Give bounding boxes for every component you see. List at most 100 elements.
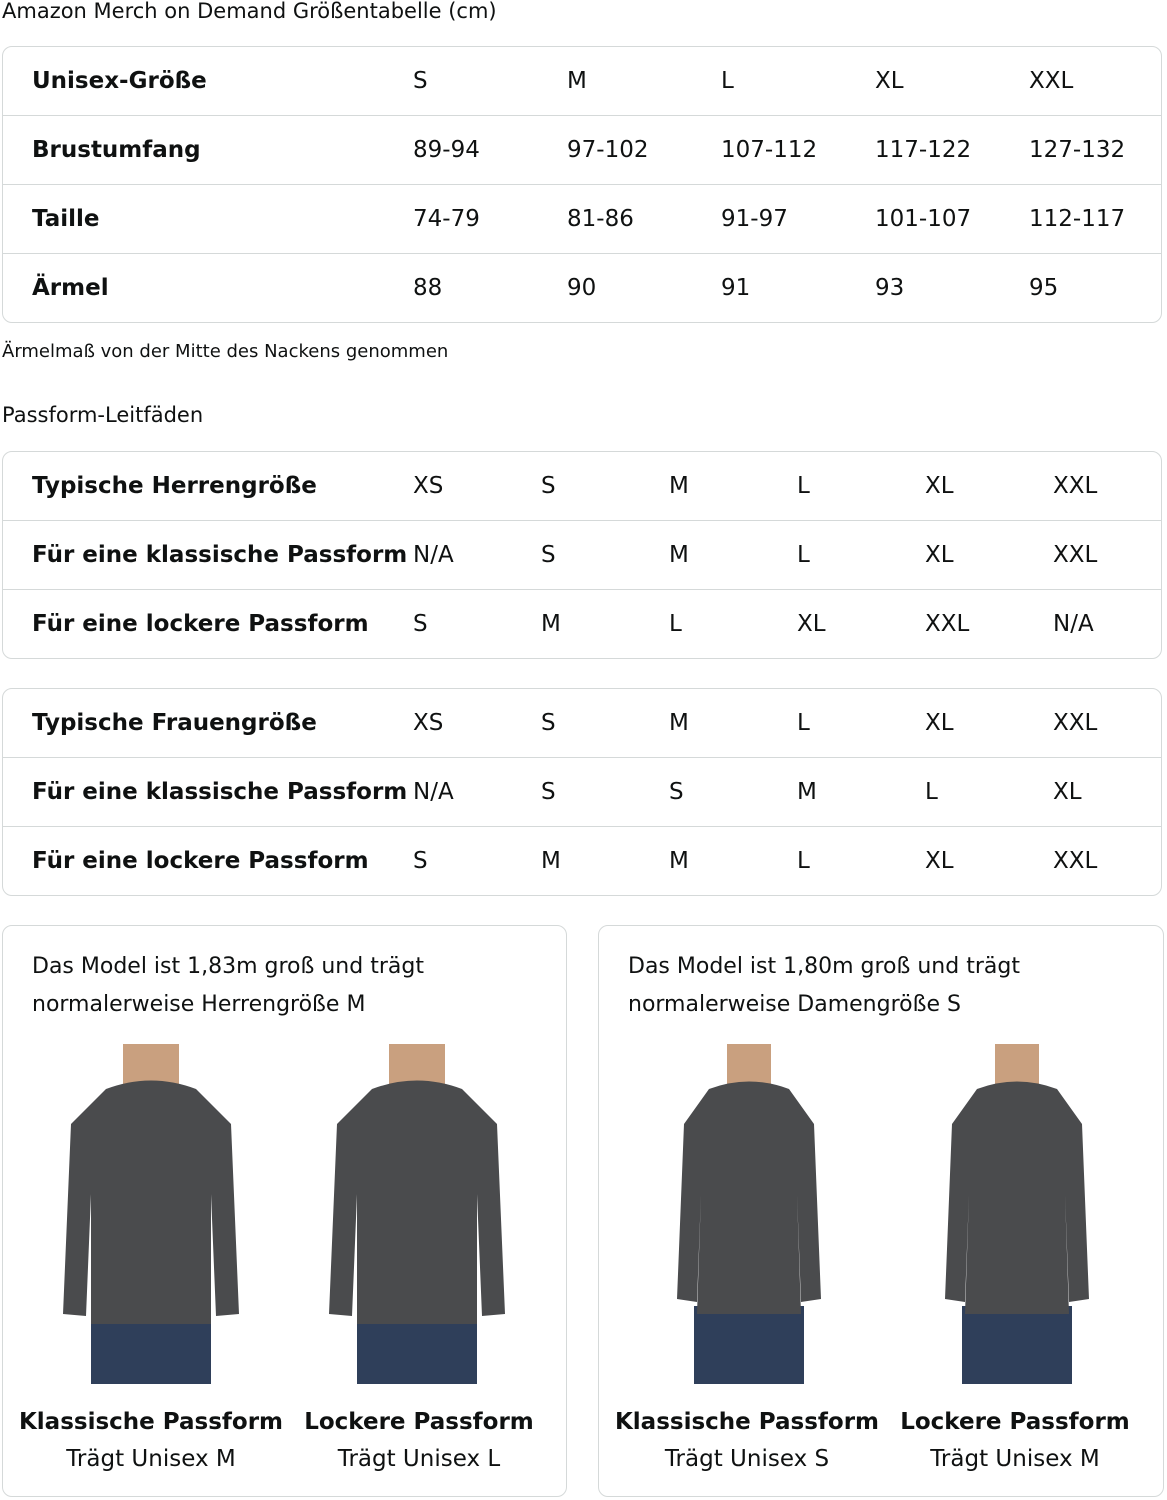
cell-value: S [541, 542, 556, 568]
cell-value: M [669, 710, 689, 736]
fit-label: Klassische Passform [18, 1409, 284, 1435]
model-description: Das Model ist 1,83m groß und trägt [32, 954, 424, 979]
page-title: Amazon Merch on Demand Größentabelle (cm… [2, 0, 497, 23]
neck [389, 1044, 445, 1086]
cell-value: XXL [925, 611, 970, 637]
cell-value: S [541, 473, 556, 499]
fit-label: Klassische Passform [614, 1409, 880, 1435]
cell-value: N/A [413, 542, 454, 568]
model-photo-women-relaxed [945, 1044, 1089, 1384]
cell-value: 90 [567, 275, 597, 301]
cell-value: XL [875, 68, 904, 94]
neck [995, 1044, 1039, 1086]
cell-value: 117-122 [875, 137, 972, 163]
jeans [91, 1314, 211, 1384]
cell-value: 91-97 [721, 206, 788, 232]
cell-value: XL [925, 473, 954, 499]
jeans [962, 1306, 1072, 1384]
table-row: Ärmel 88 90 91 93 95 [3, 253, 1161, 322]
sleeve-note: Ärmelmaß von der Mitte des Nackens genom… [2, 341, 449, 362]
cell-value: L [797, 542, 810, 568]
cell-value: 91 [721, 275, 751, 301]
cell-value: L [797, 710, 810, 736]
cell-value: S [541, 710, 556, 736]
cell-value: M [567, 68, 587, 94]
neck [727, 1044, 771, 1086]
cell-value: XL [1053, 779, 1082, 805]
cell-value: 95 [1029, 275, 1059, 301]
row-label: Taille [32, 206, 100, 232]
cell-value: XL [925, 542, 954, 568]
size-label: Trägt Unisex S [664, 1446, 830, 1472]
cell-value: 101-107 [875, 206, 972, 232]
table-row: Typische Frauengröße XS S M L XL XXL [3, 689, 1161, 757]
cell-value: M [669, 473, 689, 499]
cell-value: XXL [1053, 848, 1098, 874]
row-label: Für eine lockere Passform [32, 611, 369, 637]
cell-value: M [669, 542, 689, 568]
cell-value: XS [413, 710, 444, 736]
row-label: Ärmel [32, 275, 109, 301]
cell-value: 97-102 [567, 137, 649, 163]
jeans [694, 1306, 804, 1384]
cell-value: XXL [1053, 473, 1098, 499]
table-row: Für eine klassische Passform N/A S S M L XL [3, 757, 1161, 826]
cell-value: N/A [1053, 611, 1094, 637]
unisex-size-table: Unisex-Größe S M L XL XXL Brustumfang 89-94 97-1… [2, 46, 1162, 323]
shirt [677, 1081, 821, 1314]
cell-value: XXL [1053, 710, 1098, 736]
cell-value: 127-132 [1029, 137, 1126, 163]
size-label: Trägt Unisex M [66, 1446, 236, 1472]
row-label: Typische Frauengröße [32, 710, 317, 736]
size-label: Trägt Unisex M [930, 1446, 1100, 1472]
cell-value: XL [797, 611, 826, 637]
row-label: Brustumfang [32, 137, 201, 163]
cell-value: M [669, 848, 689, 874]
size-label: Trägt Unisex L [337, 1446, 501, 1472]
women-fit-table: Typische Frauengröße XS S M L XL XXL Für eine k… [2, 688, 1162, 896]
cell-value: L [925, 779, 938, 805]
cell-value: 112-117 [1029, 206, 1126, 232]
shirt [945, 1081, 1089, 1314]
cell-value: 89-94 [413, 137, 480, 163]
fit-guide-title: Passform-Leitfäden [2, 403, 204, 427]
cell-value: S [413, 611, 428, 637]
cell-value: L [797, 848, 810, 874]
table-row: Taille 74-79 81-86 91-97 101-107 112-117 [3, 184, 1161, 253]
cell-value: XL [925, 848, 954, 874]
row-label: Unisex-Größe [32, 68, 207, 94]
row-label: Für eine klassische Passform [32, 779, 408, 805]
model-description-2: normalerweise Herrengröße M [32, 992, 366, 1017]
table-row: Brustumfang 89-94 97-102 107-112 117-122 127-… [3, 115, 1161, 184]
row-label: Typische Herrengröße [32, 473, 317, 499]
shirt [329, 1080, 505, 1324]
cell-value: L [797, 473, 810, 499]
model-photo-men-classic [63, 1044, 239, 1384]
table-row: Für eine klassische Passform N/A S M L XL XXL [3, 520, 1161, 589]
model-description-2: normalerweise Damengröße S [628, 992, 961, 1017]
model-description: Das Model ist 1,80m groß und trägt [628, 954, 1020, 979]
table-row: Typische Herrengröße XS S M L XL XXL [3, 452, 1161, 520]
jeans [357, 1314, 477, 1384]
model-photo-women-classic [677, 1044, 821, 1384]
cell-value: N/A [413, 779, 454, 805]
cell-value: S [669, 779, 684, 805]
table-row: Für eine lockere Passform S M L XL XXL N/A [3, 589, 1161, 658]
table-row: Für eine lockere Passform S M M L XL XXL [3, 826, 1161, 895]
cell-value: S [541, 779, 556, 805]
fit-label: Lockere Passform [900, 1409, 1130, 1435]
row-label: Für eine lockere Passform [32, 848, 369, 874]
cell-value: M [541, 611, 561, 637]
cell-value: XL [925, 710, 954, 736]
cell-value: 74-79 [413, 206, 480, 232]
fit-label: Lockere Passform [304, 1409, 534, 1435]
cell-value: M [797, 779, 817, 805]
men-model-card: Das Model ist 1,83m groß und trägt normal… [2, 925, 567, 1497]
cell-value: 107-112 [721, 137, 818, 163]
cell-value: 81-86 [567, 206, 634, 232]
cell-value: S [413, 848, 428, 874]
shirt [63, 1080, 239, 1324]
women-model-card: Das Model ist 1,80m groß und trägt normal… [598, 925, 1164, 1497]
cell-value: XXL [1029, 68, 1074, 94]
table-row: Unisex-Größe S M L XL XXL [3, 47, 1161, 115]
